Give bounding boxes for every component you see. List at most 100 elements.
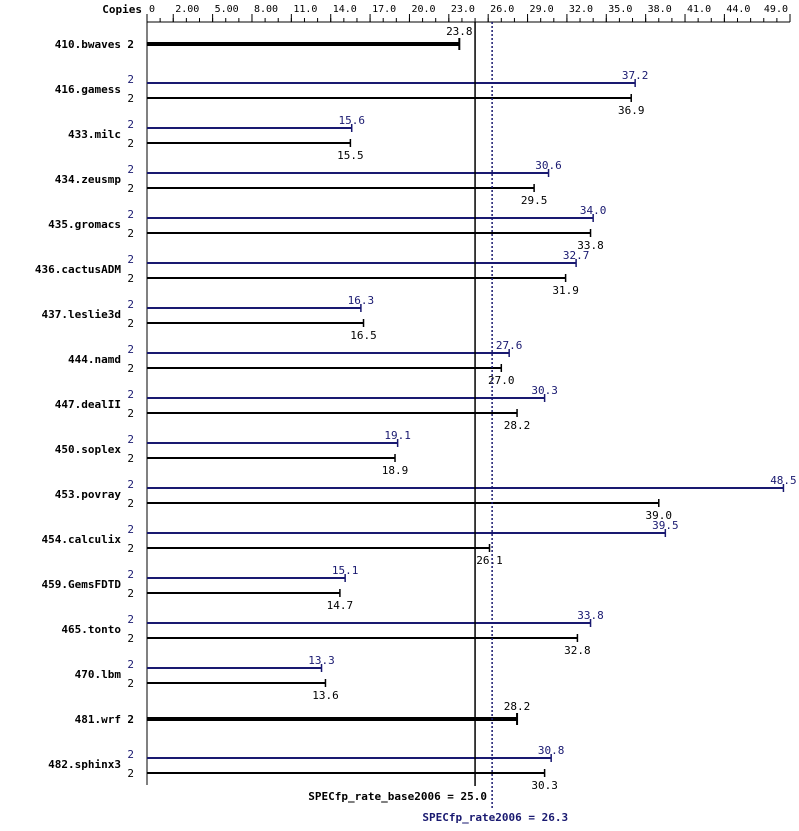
peak-value-label: 27.6 [496,339,523,352]
benchmark-label: 482.sphinx3 [48,758,121,771]
base-value-label: 28.2 [504,700,531,713]
x-tick-label: 0 [149,4,155,15]
base-copies-value: 2 [127,632,134,645]
base-copies-value: 2 [127,452,134,465]
bars: 410.bwaves 2 23.8 416.gamess 2 37.2 2 36.9 433.m… [35,25,797,792]
peak-copies-value: 2 [127,523,134,536]
x-tick-label: 35.0 [608,4,632,15]
peak-summary-label: SPECfp_rate2006 = 26.3 [422,811,568,824]
benchmark-label: 450.soplex [55,443,122,456]
peak-value-label: 37.2 [622,69,649,82]
peak-copies-value: 2 [127,118,134,131]
benchmark-label: 435.gromacs [48,218,121,231]
x-tick-label: 29.0 [530,4,554,15]
x-tick-label: 26.0 [490,4,514,15]
peak-copies-value: 2 [127,388,134,401]
peak-copies-value: 2 [127,478,134,491]
base-copies-value: 2 [127,407,134,420]
benchmark-label: 437.leslie3d [42,308,121,321]
benchmark-label: 481.wrf [75,713,121,726]
base-value-label: 33.8 [577,239,604,252]
base-copies-value: 2 [127,767,134,780]
benchmark-label: 447.dealII [55,398,121,411]
x-tick-label: 41.0 [687,4,711,15]
copies-value: 2 [127,713,134,726]
x-tick-label: 14.0 [333,4,357,15]
copies-value: 2 [127,38,134,51]
peak-copies-value: 2 [127,253,134,266]
benchmark-label: 444.namd [68,353,121,366]
base-copies-value: 2 [127,272,134,285]
x-tick-label: 20.0 [411,4,435,15]
peak-value-label: 16.3 [348,294,375,307]
peak-value-label: 34.0 [580,204,607,217]
peak-copies-value: 2 [127,163,134,176]
benchmark-label: 470.lbm [75,668,122,681]
peak-copies-value: 2 [127,613,134,626]
base-value-label: 39.0 [646,509,673,522]
benchmark-label: 454.calculix [42,533,122,546]
base-value-label: 30.3 [531,779,558,792]
base-value-label: 28.2 [504,419,531,432]
base-copies-value: 2 [127,137,134,150]
base-value-label: 36.9 [618,104,645,117]
base-summary-label: SPECfp_rate_base2006 = 25.0 [308,790,487,803]
peak-value-label: 30.3 [531,384,558,397]
benchmark-label: 465.tonto [61,623,121,636]
benchmark-label: 436.cactusADM [35,263,121,276]
base-copies-value: 2 [127,677,134,690]
base-value-label: 26.1 [476,554,503,567]
base-value-label: 31.9 [552,284,579,297]
peak-copies-value: 2 [127,208,134,221]
base-copies-value: 2 [127,317,134,330]
peak-copies-value: 2 [127,568,134,581]
benchmark-label: 434.zeusmp [55,173,122,186]
peak-value-label: 15.6 [338,114,365,127]
base-value-label: 27.0 [488,374,515,387]
base-value-label: 15.5 [337,149,364,162]
x-tick-label: 49.0 [764,4,788,15]
peak-value-label: 13.3 [308,654,335,667]
x-tick-label: 38.0 [648,4,672,15]
benchmark-label: 459.GemsFDTD [42,578,122,591]
peak-copies-value: 2 [127,73,134,86]
peak-value-label: 15.1 [332,564,359,577]
base-value-label: 29.5 [521,194,548,207]
peak-value-label: 48.5 [770,474,797,487]
base-copies-value: 2 [127,92,134,105]
peak-copies-value: 2 [127,298,134,311]
peak-value-label: 30.8 [538,744,565,757]
base-value-label: 32.8 [564,644,591,657]
peak-copies-value: 2 [127,433,134,446]
peak-copies-value: 2 [127,343,134,356]
base-copies-value: 2 [127,362,134,375]
base-value-label: 16.5 [350,329,377,342]
base-value-label: 18.9 [382,464,409,477]
base-copies-value: 2 [127,542,134,555]
base-copies-value: 2 [127,587,134,600]
base-value-label: 14.7 [327,599,354,612]
x-tick-label: 17.0 [372,4,396,15]
x-tick-label: 5.00 [215,4,239,15]
base-copies-value: 2 [127,182,134,195]
x-tick-label: 8.00 [254,4,278,15]
benchmark-label: 433.milc [68,128,121,141]
x-tick-label: 2.00 [175,4,199,15]
x-tick-label: 44.0 [726,4,750,15]
peak-value-label: 30.6 [535,159,562,172]
benchmark-label: 410.bwaves [55,38,121,51]
peak-copies-value: 2 [127,658,134,671]
base-copies-value: 2 [127,227,134,240]
x-tick-label: 23.0 [451,4,475,15]
copies-header: Copies [102,3,142,16]
base-value-label: 13.6 [312,689,339,702]
peak-value-label: 19.1 [384,429,411,442]
peak-value-label: 39.5 [652,519,679,532]
summary-lines: SPECfp_rate_base2006 = 25.0 SPECfp_rate20… [308,22,568,824]
base-copies-value: 2 [127,497,134,510]
peak-value-label: 33.8 [577,609,604,622]
x-tick-label: 11.0 [293,4,317,15]
peak-value-label: 32.7 [563,249,590,262]
peak-copies-value: 2 [127,748,134,761]
